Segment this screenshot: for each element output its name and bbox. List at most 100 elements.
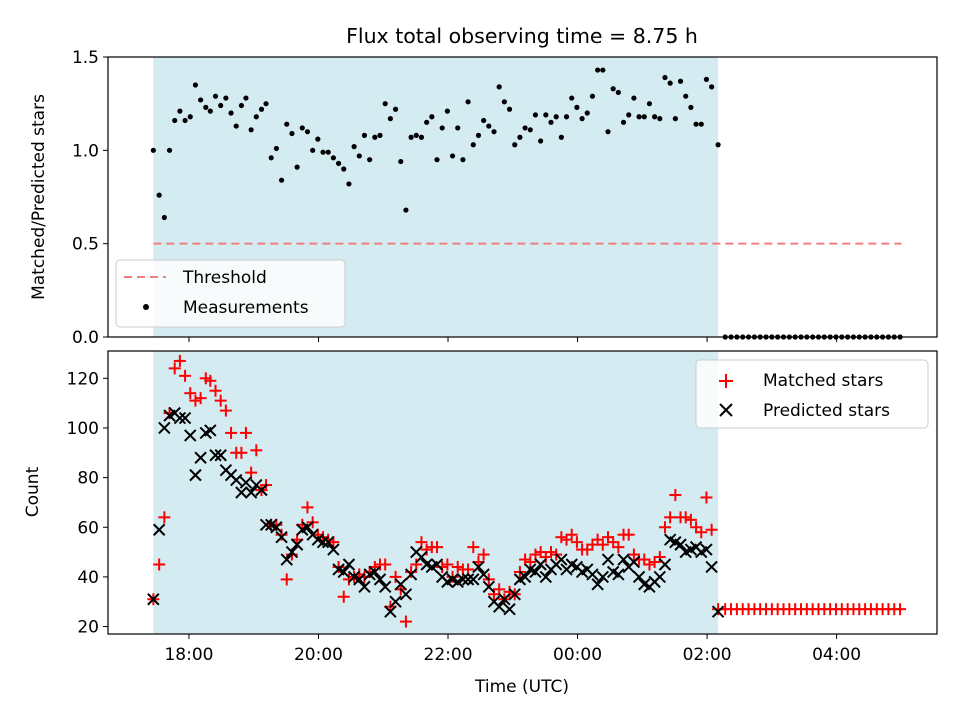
measurement-point	[683, 93, 689, 99]
predicted-star-point	[394, 578, 407, 591]
measurement-point	[413, 132, 419, 138]
x-tick-label: 04:00	[812, 645, 861, 665]
measurement-points	[150, 67, 903, 340]
predicted-marker-stroke	[498, 593, 511, 606]
measurement-point	[223, 95, 229, 101]
measurement-point	[248, 127, 254, 133]
legend-predicted-label: Predicted stars	[763, 401, 890, 421]
measurement-point	[424, 119, 430, 125]
measurement-point	[455, 125, 461, 131]
predicted-star-point	[399, 588, 413, 601]
measurement-point	[465, 99, 471, 105]
predicted-marker-stroke	[430, 558, 444, 571]
predicted-star-point	[617, 553, 630, 566]
measurement-point	[367, 157, 373, 163]
measurement-point	[198, 97, 204, 103]
measurement-point	[569, 95, 575, 101]
predicted-marker-stroke	[612, 568, 625, 581]
measurement-point	[501, 99, 507, 105]
matched-star-point	[622, 528, 635, 541]
predicted-marker-stroke	[669, 535, 682, 549]
predicted-marker-stroke	[280, 553, 293, 566]
predicted-marker-stroke	[524, 563, 537, 576]
predicted-star-point	[173, 411, 187, 425]
predicted-marker-stroke	[189, 468, 202, 482]
predicted-marker-stroke	[147, 593, 160, 606]
predicted-marker-stroke	[596, 570, 610, 584]
predicted-marker-stroke	[152, 523, 166, 536]
predicted-marker-stroke	[674, 538, 687, 551]
matched-star-point	[700, 491, 713, 504]
ratio-y-tick-label: 1.5	[72, 48, 99, 68]
matched-star-point	[410, 558, 423, 571]
predicted-marker-stroke	[586, 568, 599, 581]
predicted-marker-stroke	[508, 588, 521, 601]
x-tick-label: 22:00	[424, 645, 473, 665]
matched-star-point	[204, 374, 217, 387]
measurement-point	[335, 160, 342, 166]
count-y-tick-label: 80	[77, 469, 99, 489]
predicted-star-point	[275, 530, 288, 544]
measurement-point	[688, 104, 694, 110]
predicted-marker-stroke	[239, 476, 253, 489]
legend-measurements-swatch	[143, 304, 149, 310]
count-legend-box	[695, 359, 929, 429]
predicted-marker-stroke	[705, 560, 718, 574]
measurement-point	[192, 82, 199, 88]
predicted-star-point	[358, 580, 371, 594]
measurement-point	[574, 104, 580, 110]
predicted-star-point	[612, 568, 625, 581]
measurement-point	[258, 106, 265, 112]
predicted-marker-stroke	[285, 545, 299, 559]
predicted-marker-stroke	[259, 518, 273, 531]
measurement-point	[177, 108, 183, 114]
measurement-point	[320, 149, 326, 155]
measurement-point	[605, 129, 611, 135]
measurement-point	[693, 121, 699, 127]
predicted-marker-stroke	[332, 563, 345, 576]
matched-star-point	[225, 426, 238, 439]
count-y-tick-label: 40	[77, 568, 99, 588]
matched-star-point	[405, 565, 418, 578]
count-y-tick-label: 100	[67, 419, 99, 439]
predicted-star-point	[337, 565, 350, 579]
matched-star-point	[189, 394, 202, 407]
measurement-point	[377, 132, 383, 138]
predicted-marker-stroke	[301, 521, 314, 534]
ratio-y-tick-label: 0.0	[72, 328, 99, 348]
measurement-point	[631, 95, 637, 101]
measurement-point	[278, 177, 285, 183]
matched-star-point	[664, 511, 677, 524]
count-y-tick-label: 20	[77, 618, 99, 638]
measurement-point	[212, 93, 219, 99]
measurement-point	[548, 119, 554, 125]
predicted-star-point	[632, 570, 646, 584]
predicted-marker-stroke	[467, 573, 480, 586]
measurement-point	[486, 123, 492, 129]
predicted-star-point	[152, 523, 166, 536]
measurement-point	[460, 157, 466, 163]
measurement-point	[600, 67, 606, 73]
measurement-point	[392, 106, 399, 112]
matched-star-point	[529, 548, 542, 561]
predicted-star-point	[627, 555, 641, 569]
ratio-panel: 0.0 0.5 1.0 1.5 Matched/Predicted stars Thr…	[29, 48, 938, 348]
predicted-star-point	[456, 573, 470, 586]
matched-star-point	[280, 573, 293, 586]
predicted-marker-stroke	[555, 553, 568, 566]
predicted-star-point	[472, 560, 485, 574]
matched-star-point	[894, 603, 907, 616]
predicted-star-point	[378, 580, 392, 594]
legend-threshold-label: Threshold	[182, 268, 267, 288]
predicted-marker-stroke	[627, 555, 641, 569]
measurement-point	[439, 125, 445, 131]
matched-star-point	[679, 511, 692, 524]
predicted-marker-stroke	[311, 533, 325, 546]
predicted-marker-stroke	[503, 602, 516, 616]
predicted-marker-stroke	[591, 578, 604, 591]
measurement-point	[408, 134, 414, 140]
measurement-point	[218, 102, 224, 109]
predicted-marker-stroke	[389, 595, 402, 608]
matched-star-point	[194, 392, 207, 405]
count-legend: Matched stars Predicted stars	[695, 359, 929, 429]
